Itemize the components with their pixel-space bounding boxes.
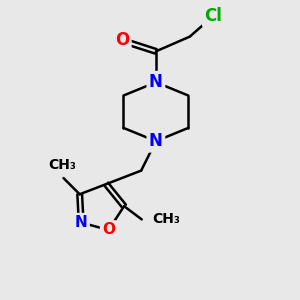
Text: N: N	[149, 73, 163, 91]
Text: Cl: Cl	[204, 7, 222, 25]
Text: N: N	[149, 132, 163, 150]
Text: O: O	[115, 32, 129, 50]
Text: CH₃: CH₃	[48, 158, 76, 172]
Text: N: N	[75, 215, 88, 230]
Text: O: O	[102, 223, 115, 238]
Text: CH₃: CH₃	[152, 212, 180, 226]
